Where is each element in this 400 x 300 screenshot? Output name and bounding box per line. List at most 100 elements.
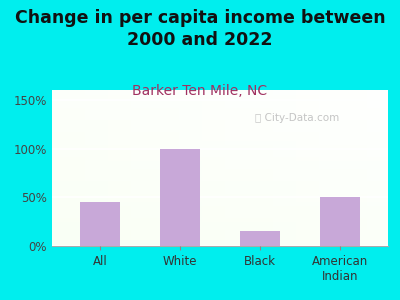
Bar (67, 90, 69, 246)
Bar (52, 167, 388, 168)
Bar (96, 90, 98, 246)
Bar (296, 90, 298, 246)
Bar (52, 98, 388, 99)
Bar (52, 92, 388, 93)
Bar (148, 90, 150, 246)
Bar (158, 90, 160, 246)
Bar (267, 90, 269, 246)
Bar (320, 197, 360, 246)
Bar (396, 90, 398, 246)
Bar (319, 90, 321, 246)
Bar (52, 135, 388, 136)
Bar (52, 222, 388, 223)
Bar (363, 90, 365, 246)
Bar (52, 107, 388, 108)
Bar (200, 90, 202, 246)
Bar (114, 90, 115, 246)
Bar (275, 90, 277, 246)
Bar (52, 229, 388, 230)
Bar (52, 128, 388, 129)
Bar (398, 90, 400, 246)
Bar (52, 181, 388, 182)
Bar (177, 90, 179, 246)
Bar (365, 90, 367, 246)
Bar (171, 90, 173, 246)
Bar (115, 90, 117, 246)
Bar (52, 166, 388, 167)
Bar (234, 90, 236, 246)
Bar (52, 236, 388, 237)
Bar (165, 90, 167, 246)
Bar (52, 93, 388, 94)
Bar (240, 90, 242, 246)
Bar (284, 90, 286, 246)
Bar (125, 90, 127, 246)
Bar (175, 90, 177, 246)
Bar (52, 137, 388, 138)
Bar (194, 90, 196, 246)
Bar (121, 90, 123, 246)
Bar (52, 156, 388, 157)
Bar (62, 90, 64, 246)
Bar (52, 147, 388, 148)
Bar (292, 90, 294, 246)
Bar (52, 187, 388, 188)
Bar (342, 90, 344, 246)
Bar (52, 192, 388, 193)
Bar (69, 90, 71, 246)
Bar (261, 90, 263, 246)
Bar (52, 132, 388, 133)
Bar (282, 90, 284, 246)
Bar (52, 141, 388, 142)
Bar (321, 90, 323, 246)
Bar (354, 90, 355, 246)
Bar (52, 177, 388, 178)
Bar (52, 146, 388, 147)
Bar (52, 94, 388, 95)
Bar (75, 90, 77, 246)
Bar (169, 90, 171, 246)
Bar (52, 230, 388, 231)
Bar (52, 178, 388, 179)
Bar (129, 90, 131, 246)
Bar (52, 105, 388, 106)
Bar (108, 90, 110, 246)
Bar (52, 129, 388, 130)
Bar (162, 90, 163, 246)
Bar (371, 90, 373, 246)
Bar (290, 90, 292, 246)
Bar (280, 90, 282, 246)
Bar (315, 90, 317, 246)
Bar (52, 218, 388, 219)
Bar (52, 224, 388, 225)
Bar (52, 168, 388, 169)
Bar (52, 180, 388, 181)
Text: ⓘ City-Data.com: ⓘ City-Data.com (255, 113, 340, 123)
Bar (254, 90, 256, 246)
Bar (127, 90, 129, 246)
Bar (52, 219, 388, 220)
Bar (52, 117, 388, 118)
Bar (52, 241, 388, 242)
Bar (376, 90, 378, 246)
Bar (52, 150, 388, 151)
Bar (136, 90, 138, 246)
Bar (332, 90, 334, 246)
Bar (52, 157, 388, 158)
Bar (52, 124, 388, 125)
Bar (52, 210, 388, 211)
Bar (52, 115, 388, 116)
Bar (313, 90, 315, 246)
Bar (52, 195, 388, 196)
Bar (317, 90, 319, 246)
Bar (242, 90, 244, 246)
Bar (252, 90, 254, 246)
Bar (236, 90, 238, 246)
Bar (117, 90, 119, 246)
Bar (52, 212, 388, 213)
Bar (52, 119, 388, 120)
Bar (288, 90, 290, 246)
Bar (304, 90, 306, 246)
Bar (373, 90, 374, 246)
Bar (357, 90, 359, 246)
